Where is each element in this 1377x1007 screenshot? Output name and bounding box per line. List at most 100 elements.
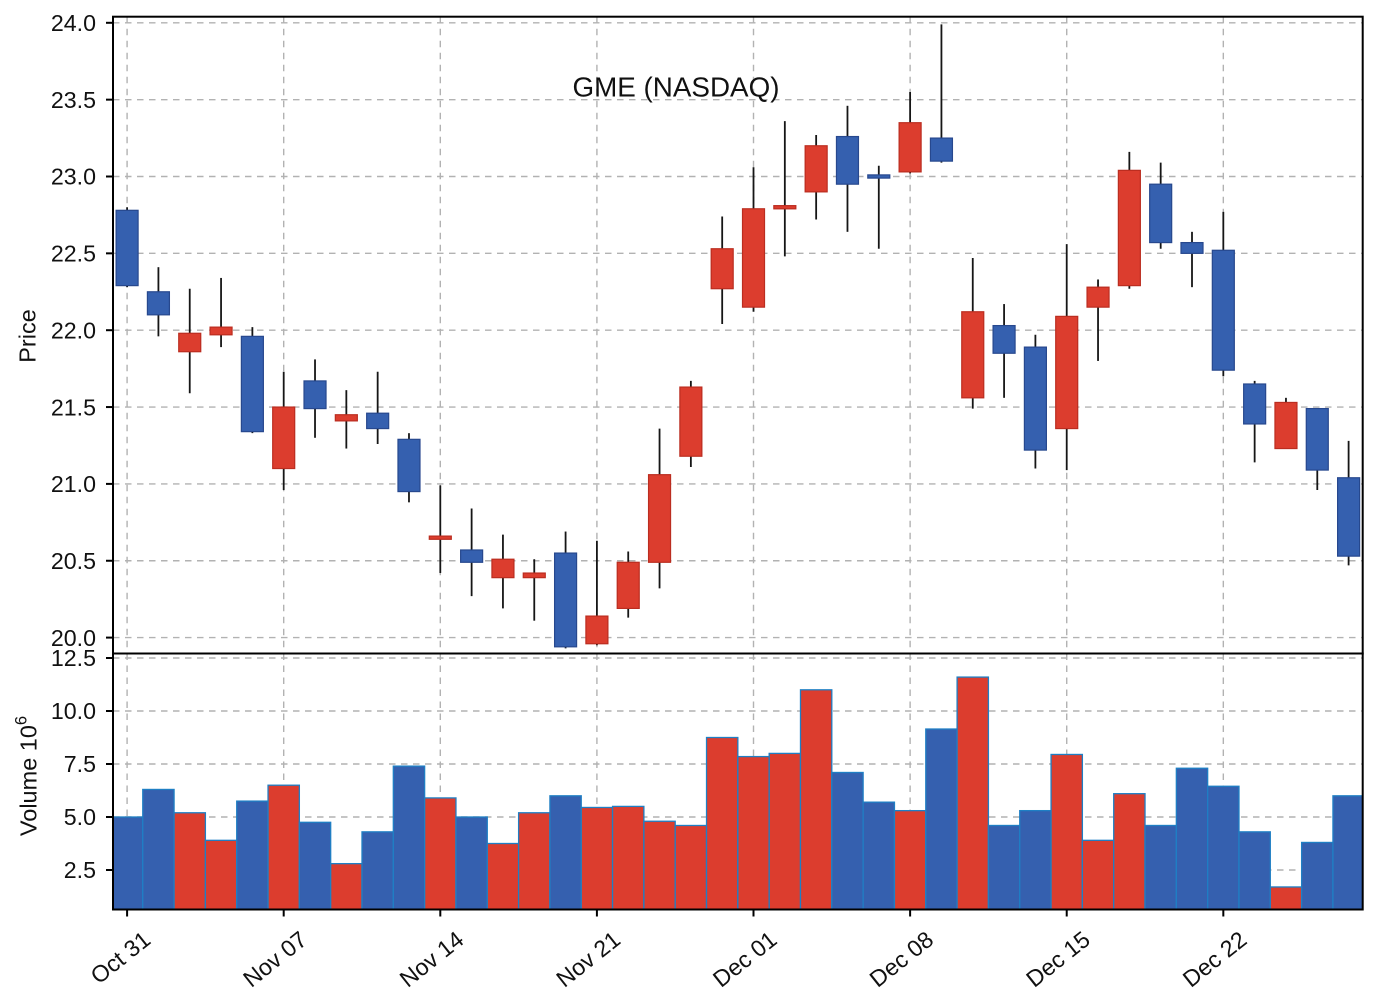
candle-body [553, 552, 578, 648]
volume-bar [1269, 886, 1303, 910]
candle [334, 390, 358, 449]
candle-body [741, 208, 766, 308]
candle [679, 380, 703, 467]
candle [867, 165, 891, 249]
volume-bar [1300, 841, 1334, 910]
volume-bar [423, 797, 457, 910]
candle-body [1149, 183, 1173, 244]
candle [240, 327, 264, 434]
candle-body [647, 474, 672, 563]
price-tick-label: 20.5 [51, 548, 96, 574]
volume-tick-label: 12.5 [51, 645, 96, 671]
volume-bar [173, 812, 207, 910]
candle [1086, 279, 1110, 361]
price-axis-label: Price [15, 309, 41, 363]
candle-body [522, 572, 546, 579]
candle-body [992, 324, 1016, 354]
price-tick-label: 20.0 [51, 625, 96, 651]
price-tick-label: 21.5 [51, 394, 96, 420]
candle [835, 105, 860, 232]
candle [366, 371, 390, 444]
candle-body [460, 549, 484, 563]
candle-body [240, 335, 264, 433]
candle [428, 485, 452, 574]
candle [741, 167, 766, 312]
volume-tick-label: 10.0 [51, 698, 96, 724]
volume-bar [1175, 767, 1209, 910]
volume-bar [611, 805, 645, 910]
candle [178, 288, 202, 394]
volume-panel-border [112, 652, 1364, 911]
price-tick-label: 23.0 [51, 164, 96, 190]
candle-body [209, 326, 233, 336]
volume-bar [1081, 839, 1115, 910]
candle [146, 267, 171, 337]
volume-bar [705, 736, 739, 910]
volume-bar [987, 824, 1021, 910]
chart-title: GME (NASDAQ) [573, 71, 780, 102]
candle-body [1243, 383, 1267, 425]
candle [1211, 211, 1235, 377]
volume-bar [956, 676, 990, 910]
volume-bar [1019, 809, 1052, 910]
candle [1023, 334, 1047, 469]
volume-bar [737, 755, 770, 910]
volume-tick-label: 2.5 [64, 857, 96, 883]
volume-bars [113, 676, 1363, 910]
volume-bar [517, 812, 551, 910]
volume-bar [486, 842, 520, 910]
candle [1243, 380, 1267, 463]
candle-body [1180, 241, 1204, 254]
candle-body [115, 209, 139, 287]
candle [1055, 244, 1079, 471]
volume-bar [361, 831, 394, 910]
candle [1180, 231, 1204, 288]
candle-body [366, 412, 390, 430]
candle-body [303, 380, 327, 410]
candle-body [146, 291, 171, 316]
candle-body [898, 122, 922, 173]
volume-bar [267, 784, 301, 910]
candle [115, 207, 139, 288]
candle [209, 277, 233, 348]
volume-tick-label: 5.0 [64, 804, 96, 830]
candle-body [178, 332, 202, 353]
volume-bar [455, 816, 488, 910]
volume-tick-label: 7.5 [64, 751, 96, 777]
volume-bar [1238, 831, 1271, 910]
candle-body [272, 406, 296, 470]
candle-body [585, 615, 609, 645]
candle [553, 531, 578, 649]
volume-bar [392, 765, 426, 910]
candle-body [835, 135, 860, 185]
volume-bar [768, 752, 802, 910]
candle [1117, 151, 1141, 289]
volume-bar [1332, 795, 1363, 910]
axes-spines [112, 15, 1364, 911]
candle [898, 91, 922, 174]
candle-body [961, 311, 985, 399]
tick-marks [106, 21, 1225, 917]
candle-body [1023, 346, 1047, 451]
candle [710, 216, 734, 325]
candle [303, 359, 327, 438]
candle [491, 534, 515, 609]
volume-bar [113, 816, 144, 910]
price-tick-label: 21.0 [51, 471, 96, 497]
candle-body [1337, 477, 1361, 557]
candle [397, 433, 421, 503]
candles [115, 24, 1361, 649]
candle-body [710, 248, 734, 290]
volume-bar [580, 806, 614, 910]
candle [1149, 162, 1173, 249]
candle-body [679, 386, 703, 457]
candle [992, 304, 1016, 398]
candle [585, 540, 609, 646]
candle-body [929, 137, 954, 162]
volume-bar [298, 821, 332, 910]
candle [1305, 407, 1329, 491]
candle [929, 24, 954, 163]
candle [460, 508, 484, 597]
